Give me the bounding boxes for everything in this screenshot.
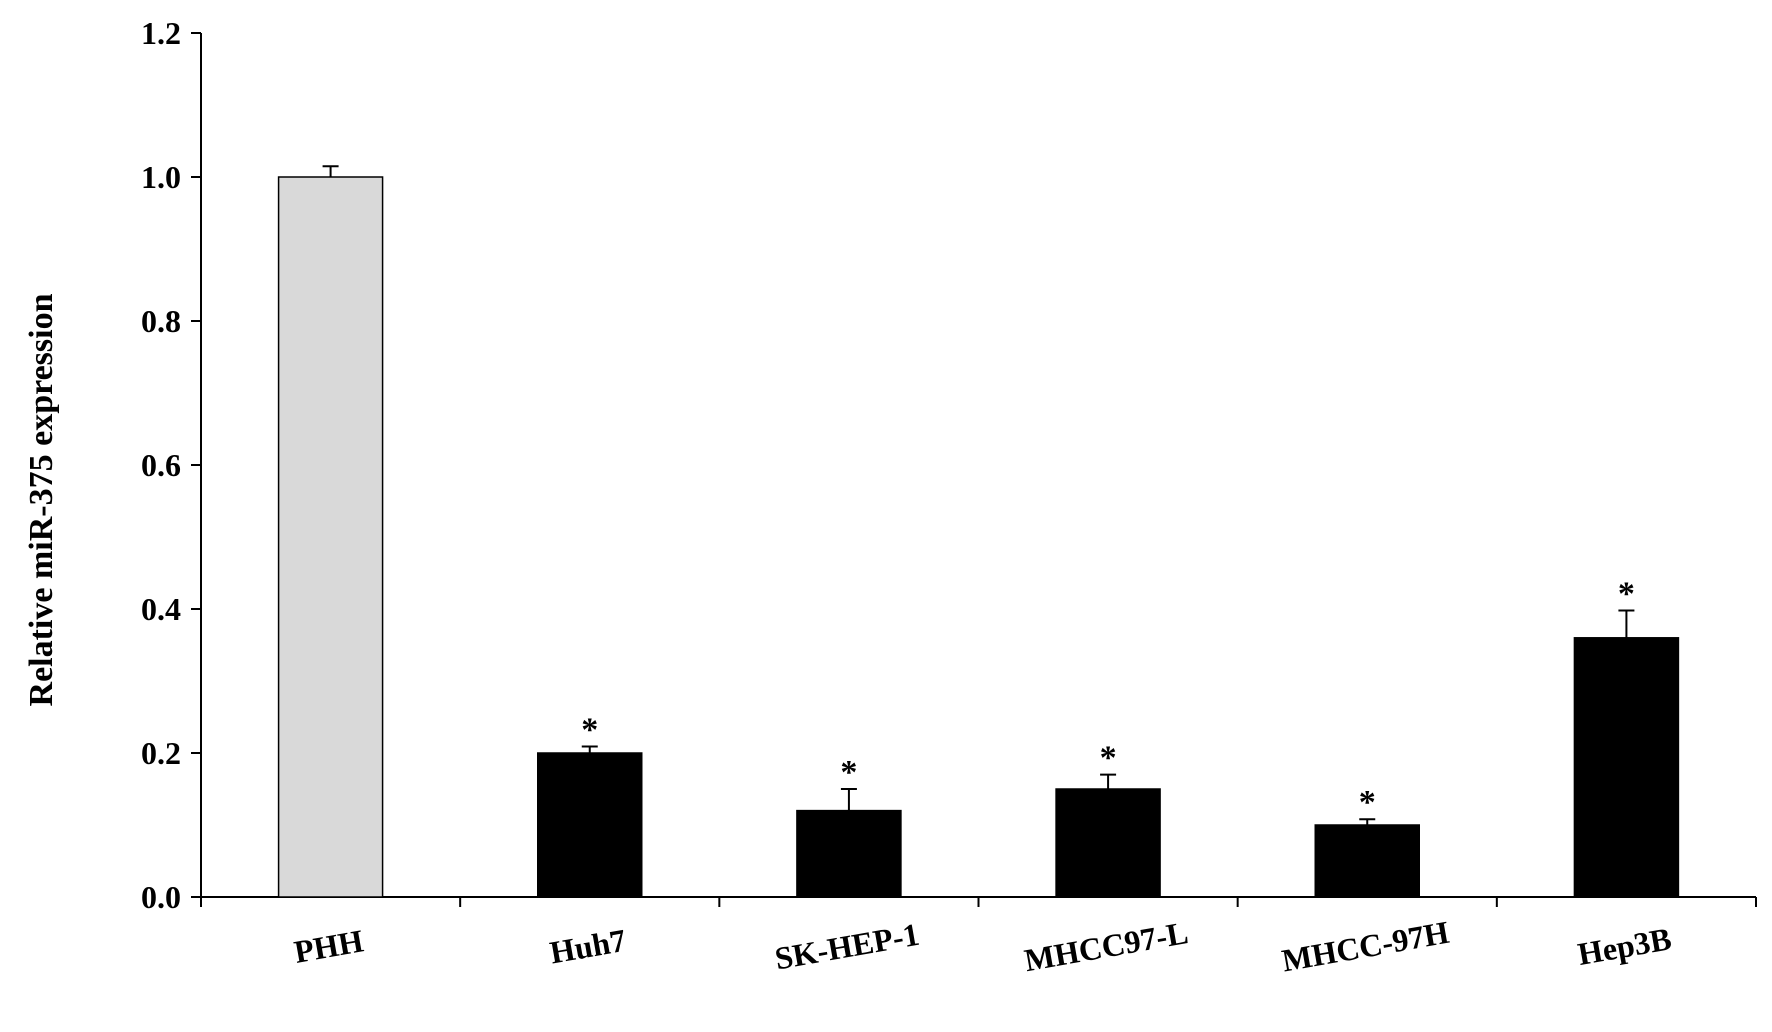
y-tick-label: 1.0 (141, 159, 181, 195)
significance-mark: * (1618, 575, 1635, 612)
bar-hep3b (1573, 637, 1680, 898)
bar-phh (277, 176, 384, 898)
significance-mark: * (1100, 740, 1117, 777)
bar-sk-hep-1 (796, 809, 902, 898)
y-axis-title: Relative miR-375 expression (23, 293, 60, 706)
significance-mark: * (1359, 784, 1376, 821)
y-tick-label: 0.6 (141, 447, 181, 483)
y-tick-label: 0.8 (141, 303, 181, 339)
y-tick-label: 0.0 (141, 879, 181, 915)
axes (191, 32, 1757, 907)
bar-huh7 (537, 752, 643, 898)
bar-mhcc97-l (1055, 788, 1161, 898)
bars (277, 165, 1680, 898)
y-tick-label: 1.2 (141, 15, 181, 51)
y-tick-label: 0.4 (141, 591, 181, 627)
x-tick-label: MHCC-97H (1279, 914, 1452, 979)
x-tick-label: SK-HEP-1 (772, 916, 922, 977)
x-tick-label: PHH (291, 922, 366, 970)
x-tick-label: Hep3B (1575, 920, 1674, 972)
significance-mark: * (581, 712, 598, 749)
x-tick-label: Huh7 (547, 922, 629, 971)
x-tick-label: MHCC97-L (1022, 914, 1191, 978)
significance-mark: * (840, 754, 857, 791)
y-tick-label: 0.2 (141, 735, 181, 771)
bar-mhcc-97h (1314, 824, 1420, 898)
